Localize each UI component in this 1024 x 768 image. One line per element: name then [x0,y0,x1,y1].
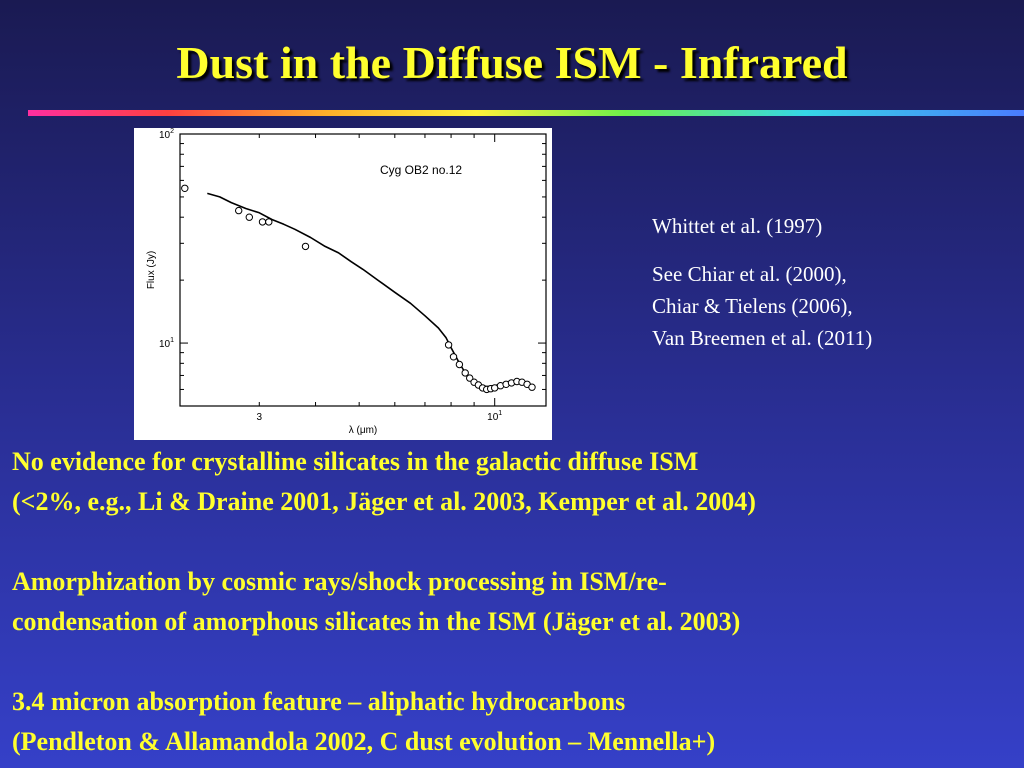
axis-ticks: 3 101 101 102 [159,128,546,423]
spectrum-line [207,192,531,388]
x-axis-label: λ (μm) [349,425,378,436]
photometry-point [455,360,464,369]
photometry-point [449,353,458,361]
paragraph-crystalline-silicates: No evidence for crystalline silicates in… [12,442,1012,522]
paragraph-line: No evidence for crystalline silicates in… [12,447,699,476]
photometry-point [301,242,310,251]
reference-see-also-1: See Chiar et al. (2000), [652,262,847,286]
photometry-point [444,341,453,349]
paragraph-aliphatic: 3.4 micron absorption feature – aliphati… [12,682,1012,762]
reference-spacer [652,242,1012,258]
y-tick-label: 102 [159,128,174,141]
paragraph-amorphization: Amorphization by cosmic rays/shock proce… [12,562,1012,642]
spectrum-figure: 3 101 101 102 Cyg OB2 no.12 Flux (Jy) λ (μm… [134,128,552,440]
plot-frame [179,133,547,407]
reference-see-also-3: Van Breemen et al. (2011) [652,326,873,350]
photometry-point [181,184,189,192]
slide-title: Dust in the Diffuse ISM - Infrared [176,37,848,88]
paragraph-line: (<2%, e.g., Li & Draine 2001, Jäger et a… [12,487,756,516]
photometry-point [245,213,254,221]
paragraph-line: Amorphization by cosmic rays/shock proce… [12,567,667,596]
reference-see-also-2: Chiar & Tielens (2006), [652,294,853,318]
photometry-point [461,369,469,377]
photometry-point [265,218,273,226]
photometry-point [258,218,267,226]
y-tick-label: 101 [159,337,174,350]
body-text: No evidence for crystalline silicates in… [12,442,1012,762]
paragraph-line: 3.4 micron absorption feature – aliphati… [12,687,626,716]
photometry-point [466,374,474,382]
paragraph-line: condensation of amorphous silicates in t… [12,607,741,636]
x-tick-label: 3 [257,412,263,423]
y-axis-label: Flux (Jy) [146,251,157,289]
photometry-point [528,383,536,391]
x-tick-label: 101 [487,410,502,423]
paragraph-line: (Pendleton & Allamandola 2002, C dust ev… [12,727,716,756]
reference-primary: Whittet et al. (1997) [652,214,823,238]
references-block: Whittet et al. (1997) See Chiar et al. (… [652,210,1012,354]
photometry-point [235,206,243,215]
series-layer [181,184,536,394]
spectrum-chart: 3 101 101 102 Cyg OB2 no.12 Flux (Jy) λ (μm… [146,128,547,436]
chart-annotation: Cyg OB2 no.12 [380,163,462,177]
rainbow-divider [28,110,1024,116]
